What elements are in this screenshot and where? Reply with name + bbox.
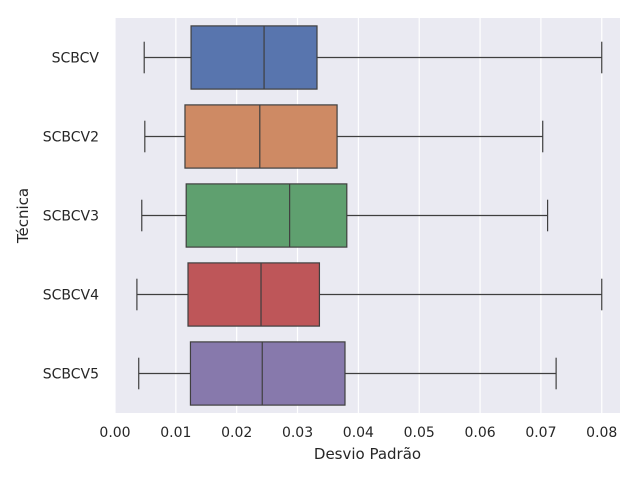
x-tick-label: 0.08 <box>586 425 617 441</box>
y-axis-title: Técnica <box>14 188 32 244</box>
y-tick-label: SCBCV <box>52 51 100 67</box>
box-iqr <box>190 25 318 90</box>
box-iqr <box>184 104 338 169</box>
x-tick-label: 0.04 <box>343 425 374 441</box>
box-iqr <box>187 262 321 327</box>
box-iqr <box>189 341 346 406</box>
y-tick-label: SCBCV2 <box>43 130 99 146</box>
x-axis-title: Desvio Padrão <box>314 445 421 463</box>
x-tick-label: 0.00 <box>99 425 130 441</box>
x-tick-label: 0.06 <box>464 425 495 441</box>
y-tick-labels: SCBCV SCBCV2 SCBCV3 SCBCV4 SCBCV5 <box>43 51 100 383</box>
x-tick-labels: 0.00 0.01 0.02 0.03 0.04 0.05 0.06 0.07 0.08 <box>99 425 617 441</box>
x-tick-label: 0.01 <box>160 425 191 441</box>
y-tick-label: SCBCV3 <box>43 209 99 225</box>
x-tick-label: 0.07 <box>525 425 556 441</box>
x-tick-label: 0.02 <box>221 425 252 441</box>
y-tick-label: SCBCV5 <box>43 367 99 383</box>
x-tick-label: 0.05 <box>404 425 435 441</box>
y-tick-label: SCBCV4 <box>43 288 99 304</box>
x-tick-label: 0.03 <box>282 425 313 441</box>
boxes <box>136 25 603 406</box>
box-iqr <box>185 183 348 248</box>
